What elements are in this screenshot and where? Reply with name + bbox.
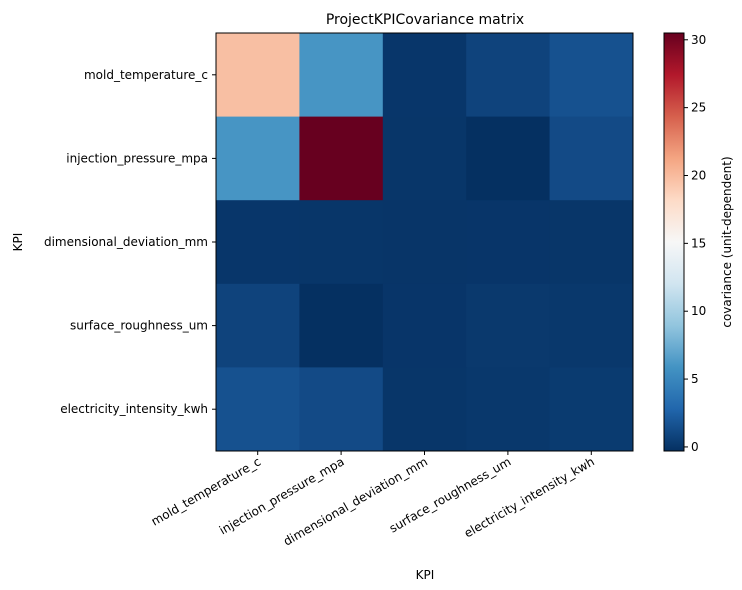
heatmap-cell [299, 116, 384, 201]
heatmap-cell [216, 367, 300, 452]
colorbar-label: covariance (unit-dependent) [720, 156, 734, 327]
y-tick-label: dimensional_deviation_mm [44, 235, 208, 249]
y-tick-label: surface_roughness_um [70, 319, 208, 333]
x-axis-label: KPI [416, 568, 435, 582]
colorbar-tick-label: 30 [691, 33, 706, 47]
heatmap-cell [299, 283, 384, 368]
heatmap-cell [382, 283, 467, 368]
colorbar-tick-label: 25 [691, 101, 706, 115]
colorbar-tick-label: 5 [691, 372, 699, 386]
x-axis-ticks: mold_temperature_cinjection_pressure_mpa… [149, 451, 597, 549]
heatmap-cell [216, 33, 300, 118]
y-axis-ticks: mold_temperature_c injection_pressure_mpa… [44, 68, 216, 416]
colorbar-tick-label: 20 [691, 169, 706, 183]
heatmap-cells [216, 33, 634, 452]
y-axis-label: KPI [11, 233, 25, 252]
heatmap-cell [549, 283, 634, 368]
heatmap-cell [216, 283, 300, 368]
colorbar-tick-label: 0 [691, 440, 699, 454]
heatmap-cell [466, 33, 551, 118]
heatmap-cell [549, 200, 634, 285]
x-tick-label: dimensional_deviation_mm [281, 454, 430, 548]
y-tick-label: injection_pressure_mpa [66, 151, 208, 165]
heatmap-cell [466, 200, 551, 285]
colorbar-tick-label: 15 [691, 236, 706, 250]
heatmap-cell [549, 367, 634, 452]
y-tick-label: mold_temperature_c [84, 68, 208, 82]
heatmap-cell [382, 200, 467, 285]
y-tick-label: electricity_intensity_kwh [60, 402, 208, 416]
heatmap-cell [382, 116, 467, 201]
colorbar [663, 32, 685, 452]
heatmap-cell [216, 116, 300, 201]
heatmap-cell [466, 283, 551, 368]
heatmap-cell [466, 367, 551, 452]
heatmap-cell [382, 367, 467, 452]
heatmap-cell [549, 116, 634, 201]
colorbar-ticks: 0 5 10 15 20 25 30 [684, 33, 706, 454]
heatmap-cell [299, 200, 384, 285]
heatmap-cell [299, 33, 384, 118]
heatmap-cell [549, 33, 634, 118]
heatmap-cell [382, 33, 467, 118]
colorbar-tick-label: 10 [691, 304, 706, 318]
heatmap-cell [466, 116, 551, 201]
chart-title: ProjectKPICovariance matrix [326, 12, 524, 28]
heatmap-cell [299, 367, 384, 452]
x-tick-label: electricity_intensity_kwh [462, 454, 597, 540]
heatmap-cell [216, 200, 300, 285]
